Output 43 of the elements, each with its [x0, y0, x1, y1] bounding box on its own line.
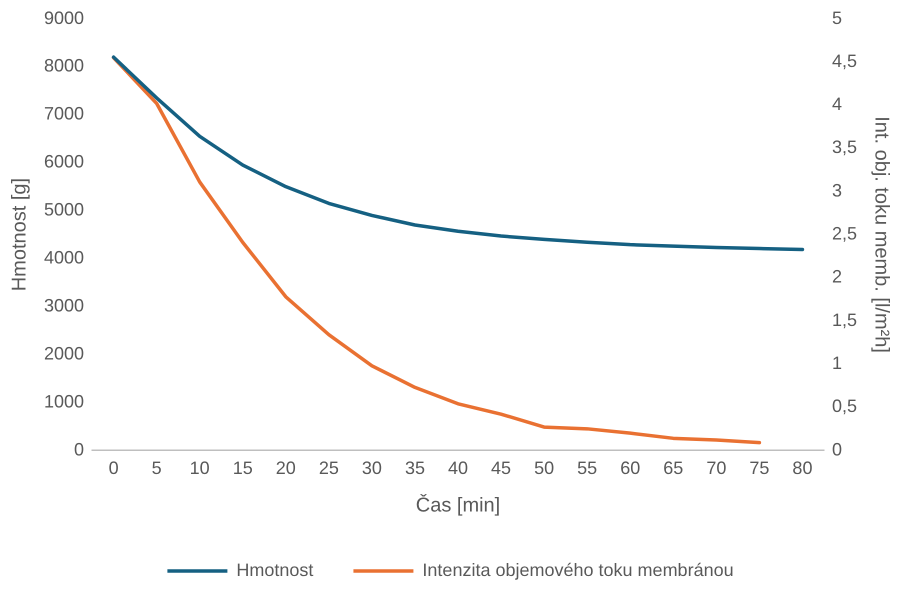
- x-tick-label: 65: [663, 458, 684, 478]
- y-axis-title: Hmotnost [g]: [8, 178, 31, 292]
- y2-tick-label: 1: [832, 353, 842, 374]
- x-tick-label: 70: [706, 458, 726, 478]
- legend-label: Hmotnost: [236, 560, 314, 580]
- y-tick-label: 1000: [44, 391, 84, 412]
- y2-tick-label: 3,5: [832, 137, 858, 158]
- x-tick-label: 20: [276, 458, 296, 478]
- y-tick-label: 9000: [44, 8, 84, 28]
- y2-tick-label: 2: [832, 266, 842, 287]
- y-tick-label: 3000: [44, 296, 84, 316]
- x-tick-label: 80: [792, 458, 812, 478]
- x-tick-label: 35: [404, 458, 425, 478]
- y2-tick-label: 2,5: [832, 224, 858, 244]
- y2-tick-label: 1,5: [832, 310, 858, 330]
- y-tick-label: 4000: [44, 248, 84, 268]
- y2-tick-label: 5: [832, 8, 842, 28]
- y2-tick-label: 0: [832, 439, 842, 460]
- x-tick-label: 55: [577, 458, 598, 478]
- y-tick-label: 5000: [44, 200, 84, 220]
- x-tick-label: 40: [448, 458, 468, 478]
- y2-tick-label: 4,5: [832, 50, 858, 71]
- x-tick-label: 60: [620, 458, 640, 478]
- y-tick-label: 8000: [44, 56, 84, 76]
- x-tick-label: 25: [318, 458, 339, 478]
- y2-tick-label: 3: [832, 180, 842, 200]
- y2-tick-label: 0,5: [832, 396, 858, 416]
- x-tick-label: 30: [362, 458, 382, 478]
- legend-label: Intenzita objemového toku membránou: [422, 560, 734, 580]
- x-tick-label: 15: [232, 458, 253, 478]
- y2-tick-label: 4: [832, 94, 842, 114]
- x-tick-label: 5: [152, 458, 162, 478]
- y2-axis-title: Int. obj. toku memb. [l/m²h]: [870, 116, 892, 353]
- x-tick-label: 45: [491, 458, 512, 478]
- x-tick-label: 50: [534, 458, 554, 478]
- y-tick-label: 0: [74, 439, 84, 460]
- y-tick-label: 7000: [44, 104, 84, 124]
- x-tick-label: 10: [190, 458, 210, 478]
- x-tick-label: 75: [749, 458, 770, 478]
- y-tick-label: 2000: [44, 343, 84, 364]
- y-tick-label: 6000: [44, 152, 84, 172]
- x-axis-title: Čas [min]: [416, 494, 500, 517]
- x-tick-label: 0: [108, 458, 119, 478]
